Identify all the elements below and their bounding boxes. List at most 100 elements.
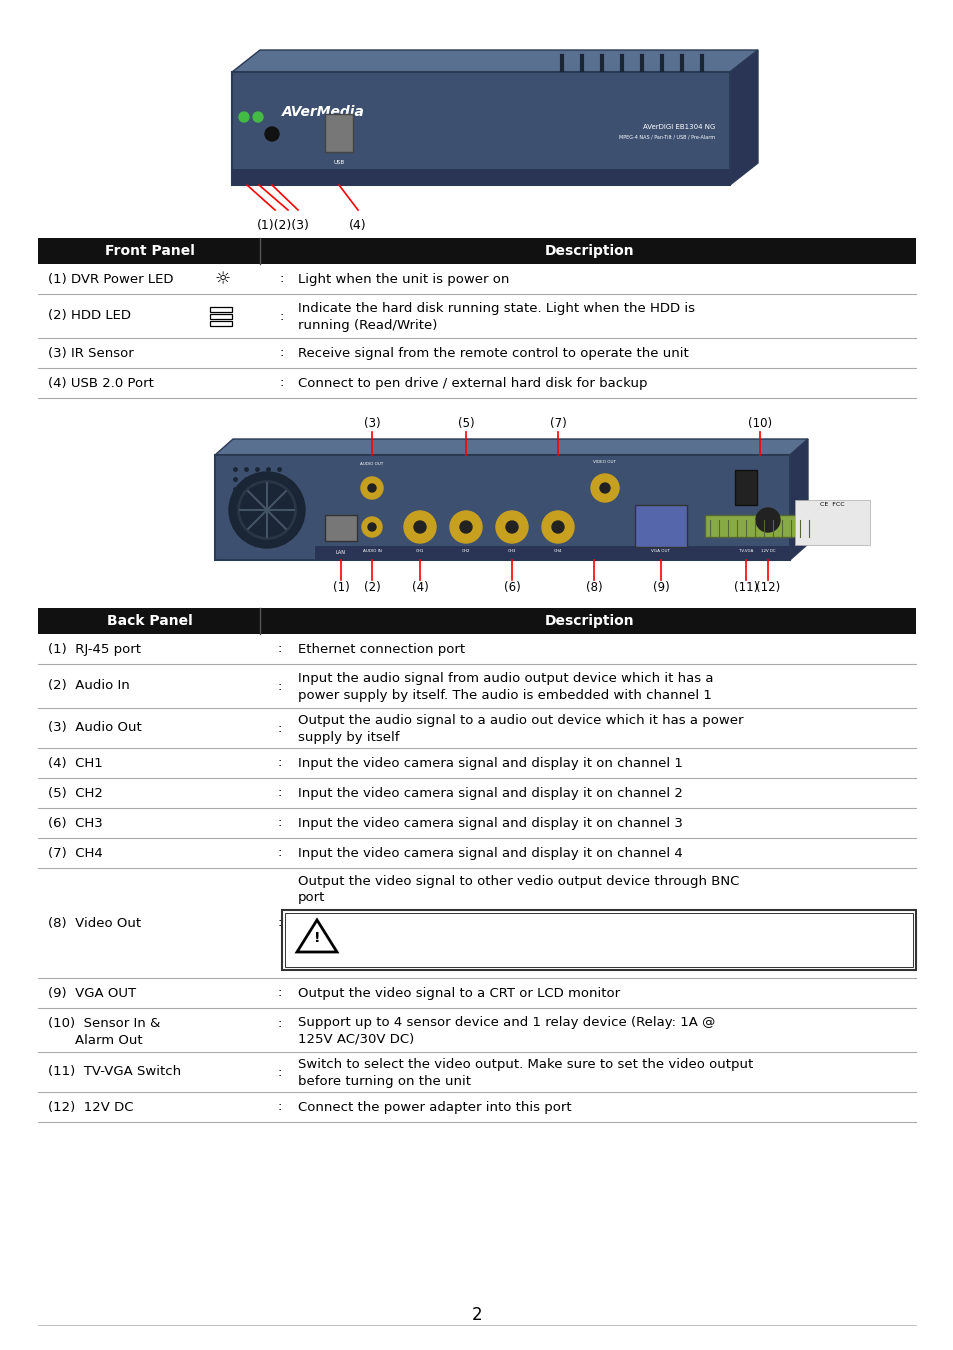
Text: (1): (1) <box>333 582 349 594</box>
Text: Output the video signal to a CRT or LCD monitor: Output the video signal to a CRT or LCD … <box>297 987 619 999</box>
Text: (3) IR Sensor: (3) IR Sensor <box>48 347 133 359</box>
Bar <box>325 514 356 541</box>
Text: (4): (4) <box>411 582 428 594</box>
Text: VIDEO OUT: VIDEO OUT <box>593 460 616 464</box>
Text: (2) HDD LED: (2) HDD LED <box>48 309 131 323</box>
Text: Indicate the hard disk running state. Light when the HDD is: Indicate the hard disk running state. Li… <box>297 301 695 315</box>
Bar <box>704 514 820 537</box>
Text: :: : <box>280 273 284 285</box>
Polygon shape <box>789 439 807 560</box>
Text: TV-VGA: TV-VGA <box>739 549 752 553</box>
Text: (1)(2)(3): (1)(2)(3) <box>256 219 309 231</box>
Text: Receive signal from the remote control to operate the unit: Receive signal from the remote control t… <box>297 347 688 359</box>
Text: (4): (4) <box>349 219 366 231</box>
Bar <box>794 500 869 545</box>
Text: :: : <box>277 721 282 734</box>
Text: LAN: LAN <box>335 549 346 555</box>
Text: Output the video signal to other vedio output device through BNC: Output the video signal to other vedio o… <box>297 876 739 888</box>
Text: power supply by itself. The audio is embedded with channel 1: power supply by itself. The audio is emb… <box>297 688 711 702</box>
Text: MPEG-4 NAS / Pan-Tilt / USB / Pre-Alarm: MPEG-4 NAS / Pan-Tilt / USB / Pre-Alarm <box>618 135 714 139</box>
Text: :: : <box>277 1065 282 1079</box>
Text: VIDEO OUT: VIDEO OUT <box>347 949 413 963</box>
Circle shape <box>755 508 780 532</box>
Text: (7): (7) <box>549 417 566 431</box>
Text: before turning on the unit: before turning on the unit <box>297 1076 471 1088</box>
Bar <box>38 238 915 265</box>
Text: Input the video camera signal and display it on channel 4: Input the video camera signal and displa… <box>297 846 682 860</box>
Text: CH3: CH3 <box>507 549 516 553</box>
Text: (7)  CH4: (7) CH4 <box>48 846 103 860</box>
Text: ☼: ☼ <box>214 270 231 288</box>
Text: :: : <box>277 1100 282 1114</box>
Text: Support up to 4 sensor device and 1 relay device (Relay: 1A @: Support up to 4 sensor device and 1 rela… <box>297 1015 715 1029</box>
Text: CH2: CH2 <box>461 549 470 553</box>
Text: Description: Description <box>544 614 634 628</box>
Circle shape <box>599 483 609 493</box>
Text: AVerMedia: AVerMedia <box>282 105 364 119</box>
Bar <box>734 470 757 505</box>
Bar <box>232 169 729 185</box>
Text: AUDIO OUT: AUDIO OUT <box>360 462 383 466</box>
Text: AUDIO IN: AUDIO IN <box>362 549 381 553</box>
Text: (4) USB 2.0 Port: (4) USB 2.0 Port <box>48 377 153 390</box>
Text: (11)  TV-VGA Switch: (11) TV-VGA Switch <box>48 1065 181 1079</box>
Text: (5)  CH2: (5) CH2 <box>48 787 103 799</box>
Bar <box>210 315 232 319</box>
Text: running (Read/Write): running (Read/Write) <box>297 319 436 332</box>
Circle shape <box>505 521 517 533</box>
Text: :: : <box>277 679 282 693</box>
Text: VGA OUT: VGA OUT <box>651 549 670 553</box>
Circle shape <box>361 517 381 537</box>
Text: :: : <box>277 756 282 770</box>
Text: Back Panel: Back Panel <box>107 614 193 628</box>
Text: Input the video camera signal and display it on channel 2: Input the video camera signal and displa… <box>297 787 682 799</box>
Text: port: port <box>297 891 325 904</box>
Bar <box>38 608 915 634</box>
Text: Ethernet connection port: Ethernet connection port <box>297 643 465 656</box>
Circle shape <box>403 512 436 543</box>
Text: :: : <box>277 846 282 860</box>
Circle shape <box>450 512 481 543</box>
Text: :: : <box>277 1017 282 1030</box>
Text: (4)  CH1: (4) CH1 <box>48 756 103 770</box>
Text: :: : <box>280 377 284 390</box>
Text: 125V AC/30V DC): 125V AC/30V DC) <box>297 1033 414 1046</box>
Circle shape <box>552 521 563 533</box>
Text: (1)  RJ-45 port: (1) RJ-45 port <box>48 643 141 656</box>
Bar <box>282 910 915 971</box>
Text: supply by itself: supply by itself <box>297 732 399 744</box>
Circle shape <box>414 521 426 533</box>
Bar <box>635 505 686 547</box>
Circle shape <box>496 512 527 543</box>
Text: Light when the unit is power on: Light when the unit is power on <box>297 273 509 285</box>
Text: (12): (12) <box>755 582 780 594</box>
Polygon shape <box>296 919 336 952</box>
Text: (9)  VGA OUT: (9) VGA OUT <box>48 987 136 999</box>
Circle shape <box>541 512 574 543</box>
Text: only select to output the video either from the VGA OUT or: only select to output the video either f… <box>347 933 695 946</box>
Text: (1) DVR Power LED: (1) DVR Power LED <box>48 273 173 285</box>
Text: :: : <box>277 817 282 829</box>
Circle shape <box>253 112 263 122</box>
Text: Connect the power adapter into this port: Connect the power adapter into this port <box>297 1100 571 1114</box>
Text: (6)  CH3: (6) CH3 <box>48 817 103 829</box>
Text: (9): (9) <box>652 582 669 594</box>
Circle shape <box>368 485 375 491</box>
Text: :: : <box>277 987 282 999</box>
Text: :: : <box>277 643 282 656</box>
Bar <box>214 455 789 560</box>
Text: :: : <box>280 309 284 323</box>
Bar <box>285 913 912 967</box>
Polygon shape <box>232 50 758 72</box>
Text: Connect to pen drive / external hard disk for backup: Connect to pen drive / external hard dis… <box>297 377 647 390</box>
Text: USB: USB <box>334 159 344 165</box>
Text: (2): (2) <box>363 582 380 594</box>
Polygon shape <box>729 50 758 185</box>
Circle shape <box>229 472 305 548</box>
Circle shape <box>360 477 382 500</box>
Bar <box>210 306 232 312</box>
Text: The DVR unit support 2 video output ports and you can: The DVR unit support 2 video output port… <box>347 918 674 930</box>
Text: (8): (8) <box>585 582 601 594</box>
Text: (10)  Sensor In &: (10) Sensor In & <box>48 1017 160 1030</box>
Text: :: : <box>277 787 282 799</box>
